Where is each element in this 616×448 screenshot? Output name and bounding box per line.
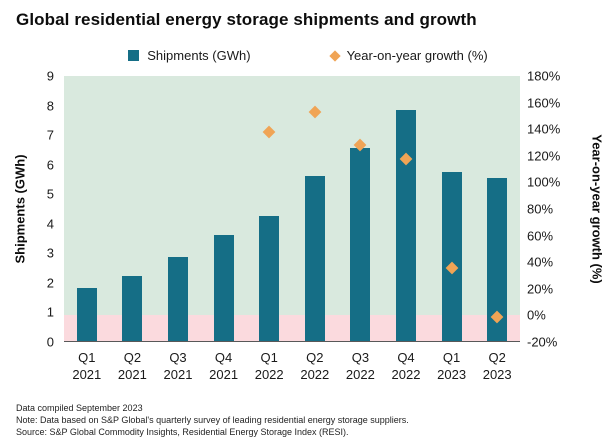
shipments-bar [122, 276, 143, 341]
right-tick-label: 60% [527, 228, 554, 244]
shipments-bar [396, 109, 416, 341]
legend-label-shipments: Shipments (GWh) [147, 48, 251, 63]
shipments-bar [76, 288, 97, 341]
x-tick-label: Q2 2023 [482, 350, 512, 382]
x-tick-label: Q1 2023 [437, 350, 467, 382]
shipments-bar [487, 177, 508, 341]
left-axis-ticks: 9 8 7 6 5 4 3 2 1 0 [0, 69, 54, 350]
x-tick-label: Q2 2021 [117, 350, 147, 382]
right-tick-label: 40% [527, 254, 554, 270]
diamond-swatch-icon [328, 49, 341, 62]
right-tick-label: 20% [527, 281, 554, 297]
footnote-line: Data compiled September 2023 [16, 403, 143, 413]
right-axis-ticks: 180% 160% 140% 120% 100% 80% 60% 40% 20% 0% -20% [527, 69, 579, 350]
footnote-line: Note: Data based on S&P Global's quarter… [16, 415, 409, 425]
plot-area [64, 76, 520, 342]
x-tick-label: Q3 2021 [163, 350, 193, 382]
right-tick-label: 120% [527, 148, 561, 164]
shipments-bar [259, 215, 280, 341]
bar-swatch-icon [128, 50, 140, 61]
growth-marker [262, 125, 276, 139]
chart-title: Global residential energy storage shipme… [16, 10, 477, 29]
left-tick-label: 2 [46, 275, 54, 291]
left-tick-label: 5 [46, 186, 54, 202]
right-tick-label: 0% [527, 307, 546, 323]
right-tick-label: 100% [527, 174, 561, 190]
right-tick-label: 180% [527, 68, 561, 84]
x-tick-label: Q3 2022 [345, 350, 375, 382]
legend-item-shipments: Shipments (GWh) [128, 48, 251, 63]
left-tick-label: 1 [46, 304, 54, 320]
right-tick-label: -20% [527, 334, 558, 350]
shipments-bar [213, 235, 234, 341]
shipments-bar [441, 171, 462, 341]
left-tick-label: 0 [46, 334, 54, 350]
legend-item-growth: Year-on-year growth (%) [328, 48, 488, 63]
footnotes: Data compiled September 2023 Note: Data b… [16, 402, 409, 438]
x-tick-label: Q4 2021 [209, 350, 239, 382]
left-tick-label: 3 [46, 245, 54, 261]
left-tick-label: 7 [46, 127, 54, 143]
right-tick-label: 140% [527, 121, 561, 137]
shipments-bar [304, 176, 325, 341]
shipments-bar [350, 148, 371, 341]
x-tick-label: Q1 2021 [72, 350, 102, 382]
right-axis-title: Year-on-year growth (%) [589, 134, 605, 284]
right-tick-label: 80% [527, 201, 554, 217]
right-tick-label: 160% [527, 95, 561, 111]
left-tick-label: 6 [46, 157, 54, 173]
footnote-line: Source: S&P Global Commodity Insights, R… [16, 427, 349, 437]
shipments-bar [168, 257, 188, 341]
x-tick-label: Q4 2022 [391, 350, 421, 382]
left-tick-label: 4 [46, 216, 54, 232]
x-tick-label: Q1 2022 [254, 350, 284, 382]
legend-label-growth: Year-on-year growth (%) [346, 48, 488, 63]
left-tick-label: 9 [46, 68, 54, 84]
legend: Shipments (GWh) Year-on-year growth (%) [0, 48, 616, 63]
left-tick-label: 8 [46, 98, 54, 114]
x-tick-label: Q2 2022 [300, 350, 330, 382]
x-axis-ticks: Q1 2021 Q2 2021 Q3 2021 Q4 2021 Q1 2022 Q2 2022 Q3 20… [64, 349, 520, 385]
growth-marker [308, 105, 322, 119]
